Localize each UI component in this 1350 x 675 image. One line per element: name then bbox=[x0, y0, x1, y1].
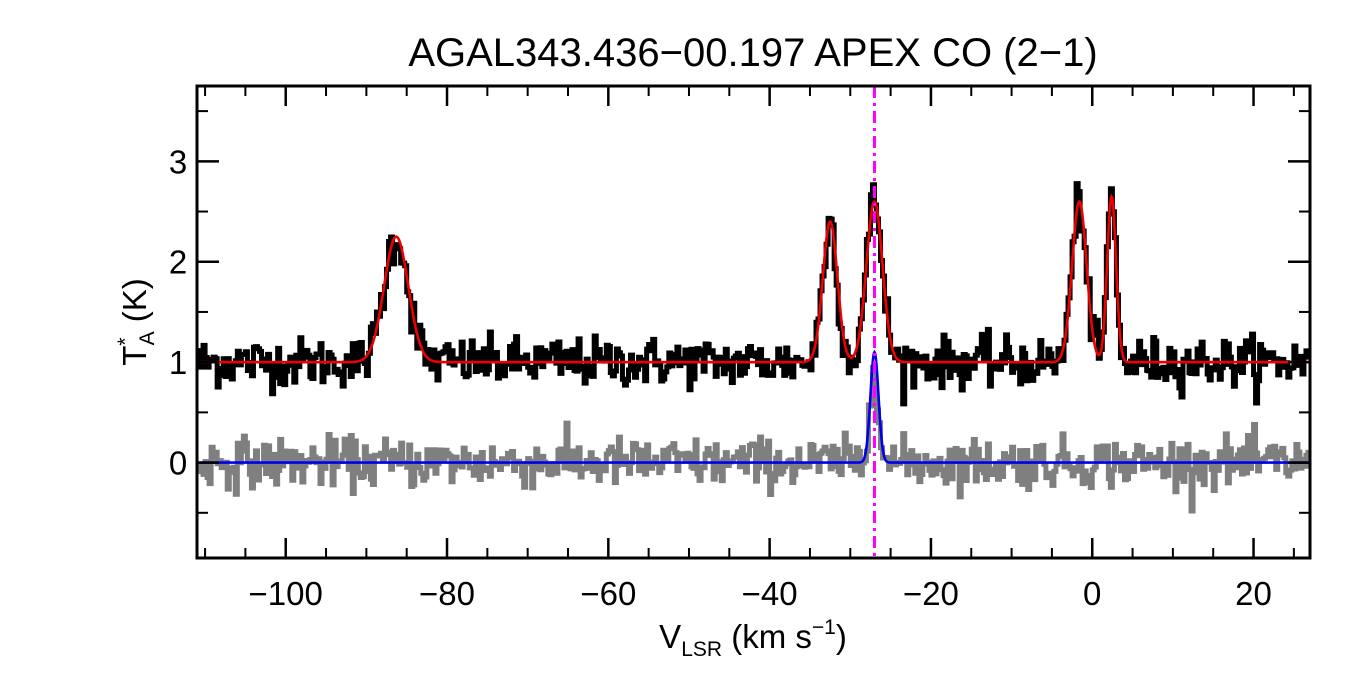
fit-series-path bbox=[197, 193, 1310, 364]
y-axis-ticks: 0 1 2 3 bbox=[169, 110, 1310, 514]
residual-fit-curve bbox=[197, 349, 1310, 464]
x-axis-ticks: −100 −80 −60 −40 −20 0 20 bbox=[204, 86, 1295, 612]
chart-title: AGAL343.436−00.197 APEX CO (2−1) bbox=[408, 31, 1097, 75]
y-tick-label: 0 bbox=[169, 445, 187, 482]
x-tick-label: −60 bbox=[580, 575, 636, 612]
x-tick-label: 0 bbox=[1083, 575, 1101, 612]
residual-fit-series-path bbox=[197, 349, 1310, 464]
x-tick-label: 20 bbox=[1235, 575, 1272, 612]
x-tick-label: −80 bbox=[419, 575, 475, 612]
observed-series-path bbox=[196, 181, 1311, 407]
y-tick-label: 2 bbox=[169, 244, 187, 281]
y-tick-label: 1 bbox=[169, 344, 187, 381]
residual-spectrum bbox=[196, 364, 1311, 514]
residual-series-path bbox=[196, 364, 1311, 514]
observed-spectrum bbox=[196, 181, 1311, 407]
x-tick-label: −20 bbox=[903, 575, 959, 612]
x-tick-label: −40 bbox=[742, 575, 798, 612]
x-axis-label: VLSR (km s−1) bbox=[659, 616, 847, 661]
plot-frame bbox=[195, 84, 1312, 560]
x-tick-label: −100 bbox=[249, 575, 323, 612]
y-axis-label: T*A (K) bbox=[114, 278, 159, 366]
y-tick-label: 3 bbox=[169, 143, 187, 180]
gaussian-fit-curve bbox=[197, 193, 1310, 364]
